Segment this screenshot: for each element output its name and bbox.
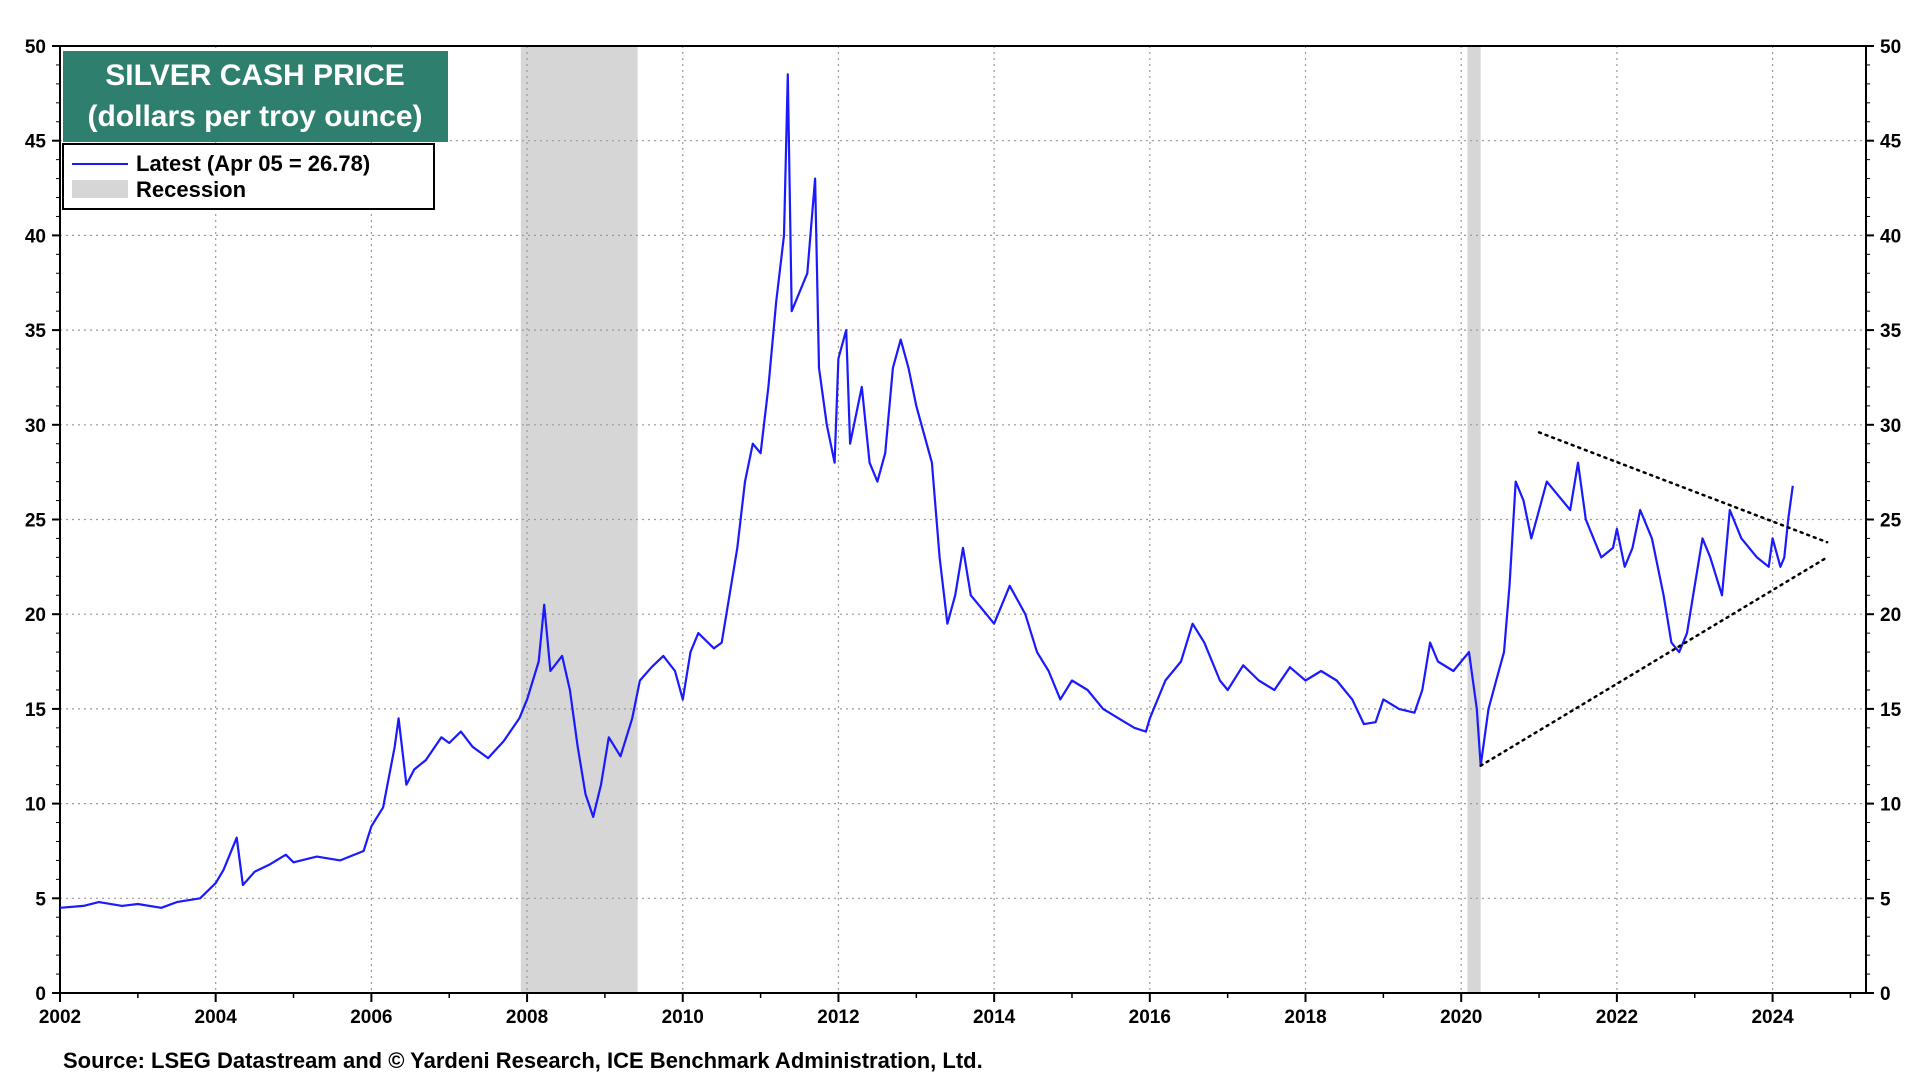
y-tick-label-left: 0: [35, 984, 46, 1005]
y-tick-label-left: 20: [25, 605, 46, 626]
y-tick-label-right: 35: [1880, 321, 1902, 342]
chart-title: SILVER CASH PRICE: [105, 59, 405, 92]
y-tick-label-left: 30: [25, 416, 46, 437]
y-tick-label-left: 15: [25, 700, 47, 721]
x-tick-label: 2024: [1751, 1007, 1794, 1028]
y-tick-label-right: 25: [1880, 511, 1902, 532]
legend: Latest (Apr 05 = 26.78) Recession: [62, 143, 435, 210]
title-box: SILVER CASH PRICE (dollars per troy ounc…: [63, 51, 448, 142]
x-tick-label: 2006: [350, 1007, 392, 1028]
legend-box: [62, 143, 435, 210]
x-tick-label: 2018: [1284, 1007, 1326, 1028]
x-tick-label: 2012: [817, 1007, 859, 1028]
series-line-silver-price: [59, 73, 1794, 909]
y-tick-label-left: 50: [25, 37, 46, 58]
x-tick-label: 2004: [195, 1007, 238, 1028]
recession-band: [1467, 46, 1481, 993]
y-tick-label-left: 35: [25, 321, 47, 342]
y-tick-label-left: 25: [25, 511, 47, 532]
series-layer: [59, 73, 1794, 909]
x-tick-label: 2020: [1440, 1007, 1482, 1028]
recession-band: [520, 46, 638, 993]
trendline: [1537, 431, 1829, 544]
y-tick-label-right: 40: [1880, 226, 1901, 247]
legend-recession-swatch: [72, 180, 128, 198]
legend-label-recession: Recession: [136, 177, 246, 202]
y-tick-label-right: 30: [1880, 416, 1901, 437]
x-tick-label: 2022: [1596, 1007, 1638, 1028]
trendlines: [1479, 431, 1829, 767]
x-tick-label: 2008: [506, 1007, 548, 1028]
x-tick-label: 2016: [1129, 1007, 1171, 1028]
title-background: [63, 51, 448, 142]
y-tick-label-right: 5: [1880, 889, 1891, 910]
y-tick-label-left: 45: [25, 132, 47, 153]
x-tick-label: 2014: [973, 1007, 1016, 1028]
y-tick-label-right: 15: [1880, 700, 1902, 721]
chart-subtitle: (dollars per troy ounce): [87, 100, 422, 133]
y-tick-label-left: 10: [25, 795, 46, 816]
y-tick-label-right: 45: [1880, 132, 1902, 153]
x-tick-label: 2002: [39, 1007, 81, 1028]
legend-label-latest: Latest (Apr 05 = 26.78): [136, 151, 370, 176]
y-tick-label-left: 5: [35, 889, 46, 910]
y-tick-label-right: 20: [1880, 605, 1901, 626]
y-tick-label-right: 10: [1880, 795, 1901, 816]
x-tick-label: 2010: [662, 1007, 704, 1028]
recession-bands: [520, 46, 1481, 993]
trendline: [1479, 556, 1829, 767]
y-tick-label-left: 40: [25, 226, 46, 247]
source-note: Source: LSEG Datastream and © Yardeni Re…: [63, 1048, 983, 1073]
y-tick-label-right: 50: [1880, 37, 1901, 58]
y-tick-label-right: 0: [1880, 984, 1891, 1005]
